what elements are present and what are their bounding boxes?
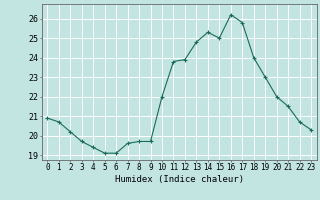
X-axis label: Humidex (Indice chaleur): Humidex (Indice chaleur)	[115, 175, 244, 184]
